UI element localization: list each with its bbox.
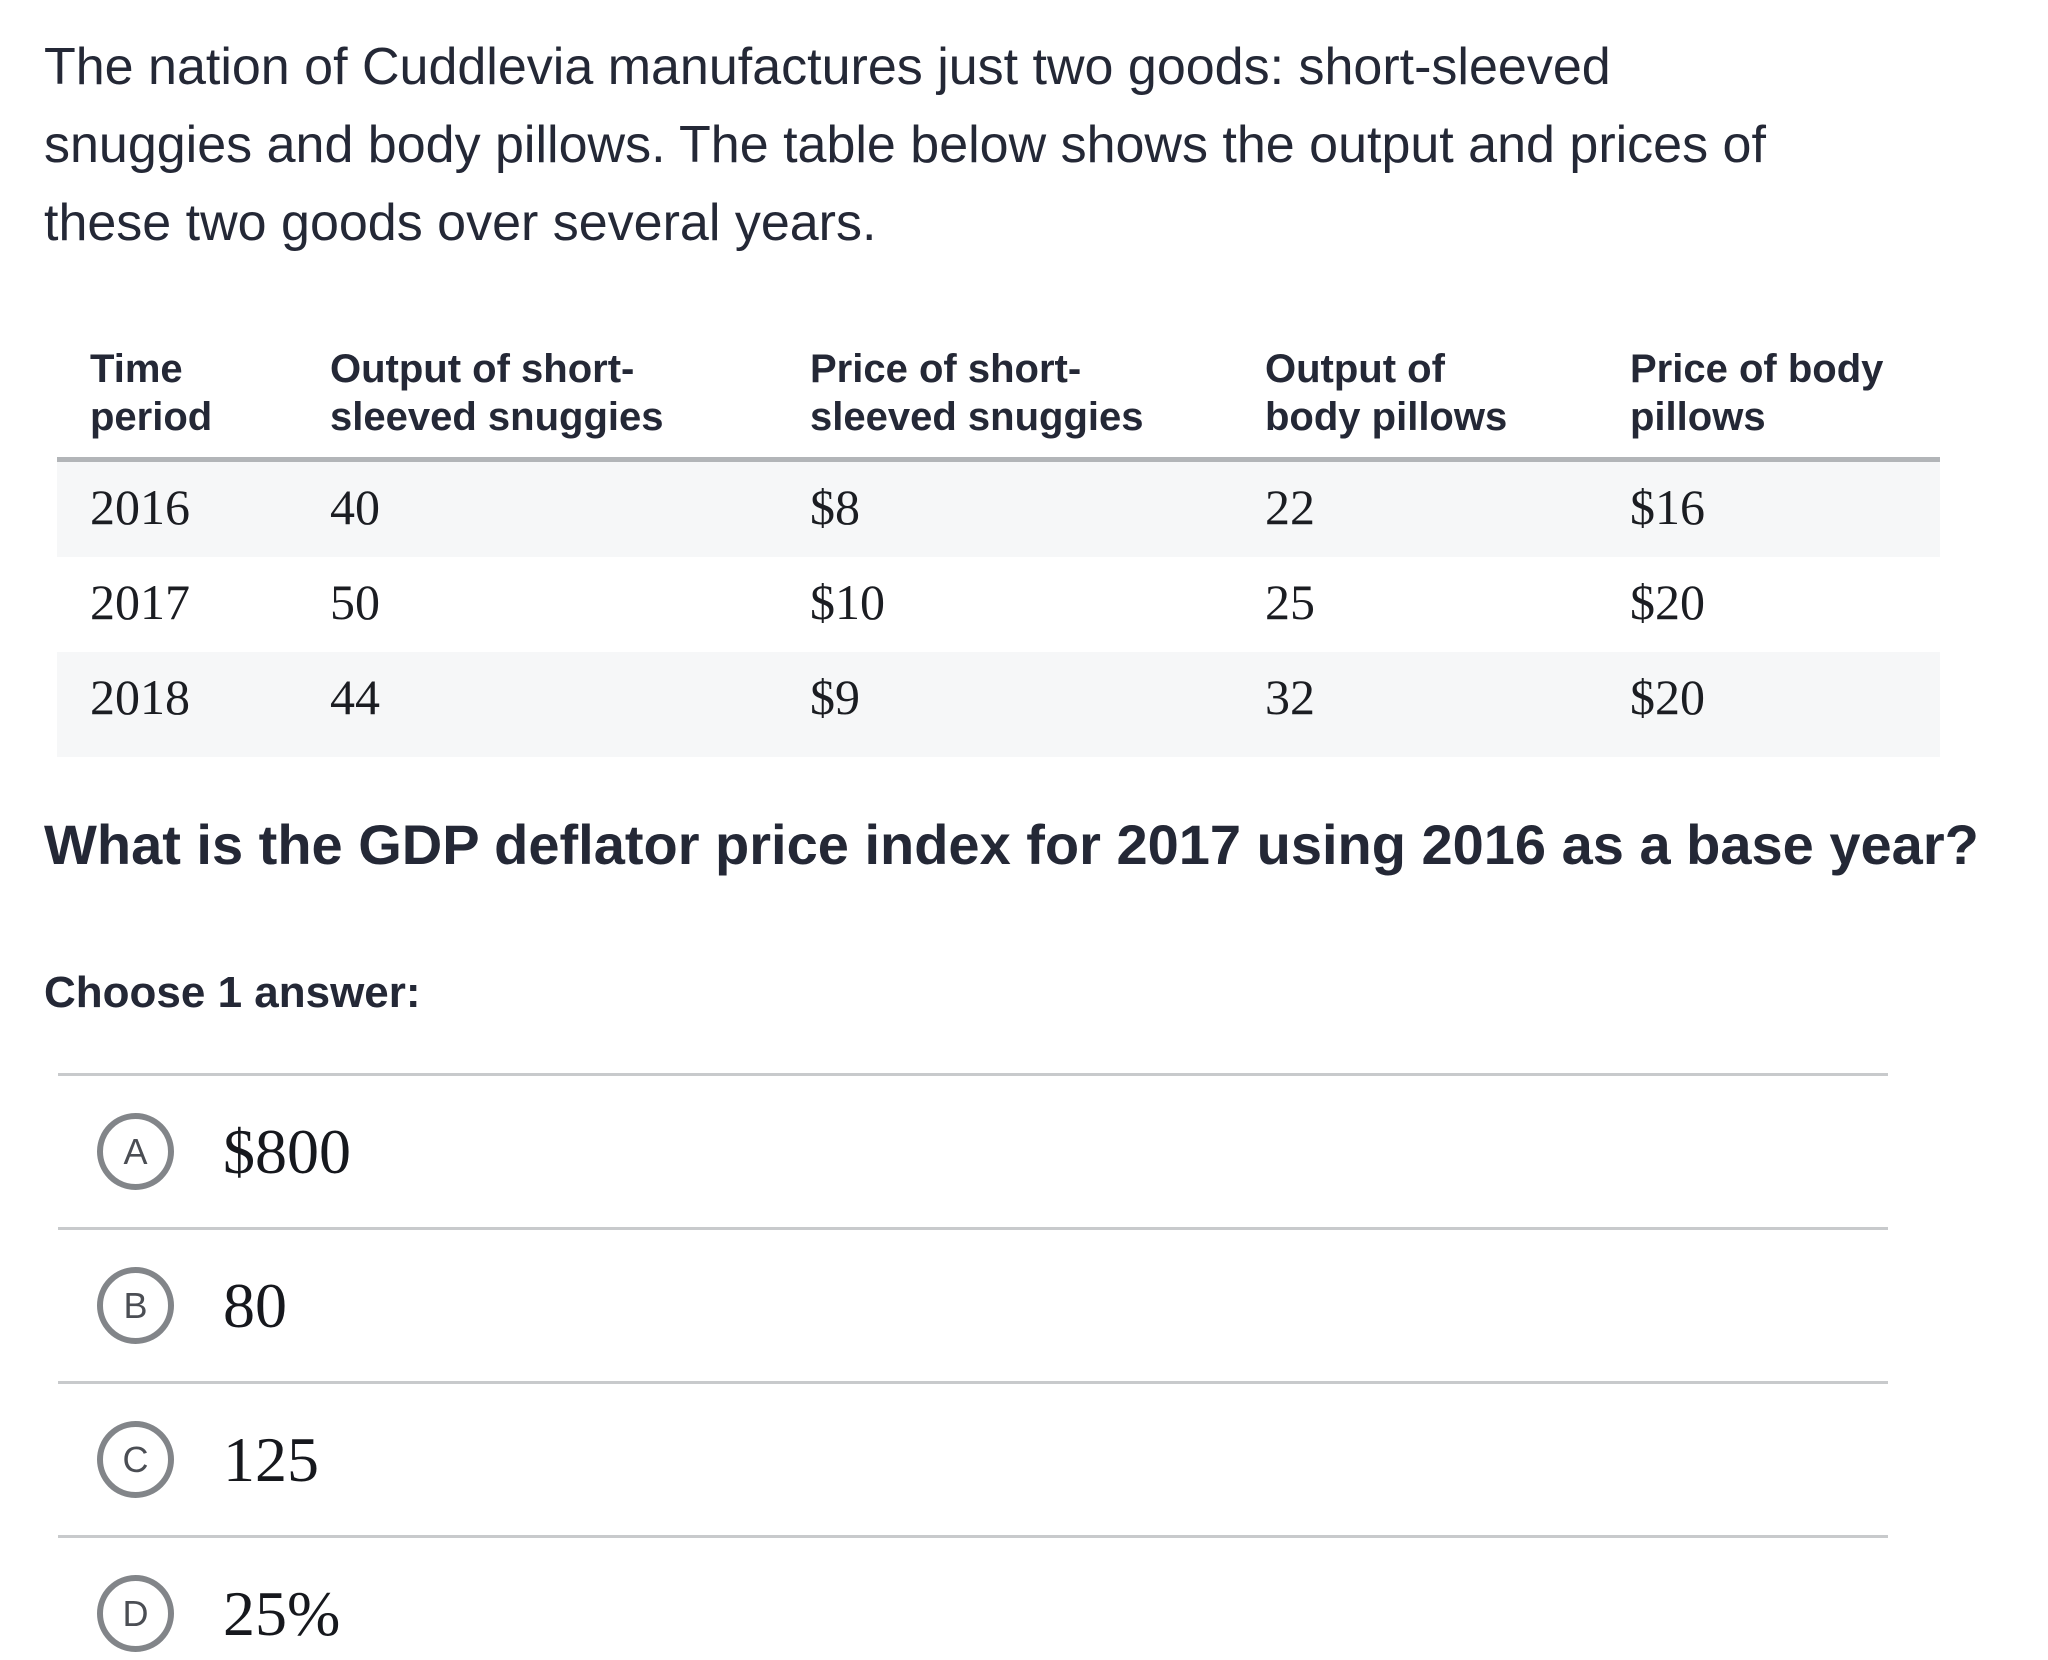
option-letter: D: [122, 1592, 149, 1634]
option-label: 125: [223, 1423, 319, 1495]
question-text: What is the GDP deflator price index for…: [44, 813, 1979, 876]
radio-circle-b[interactable]: B: [97, 1267, 174, 1344]
cell-price-snuggies: $10: [810, 574, 885, 630]
header-line: sleeved snuggies: [330, 395, 664, 439]
header-line: Price of body: [1630, 347, 1884, 391]
radio-circle-c[interactable]: C: [97, 1421, 174, 1498]
header-line: Output of short-: [330, 347, 635, 391]
cell-price-snuggies: $9: [810, 669, 860, 725]
choose-answer-label: Choose 1 answer:: [44, 968, 421, 1017]
header-line: body pillows: [1265, 395, 1508, 439]
header-line: sleeved snuggies: [810, 395, 1144, 439]
cell-price-pillows: $20: [1630, 669, 1705, 725]
cell-price-snuggies: $8: [810, 479, 860, 535]
header-line: period: [90, 395, 213, 439]
option-letter: C: [122, 1438, 149, 1480]
cell-output-pillows: 32: [1265, 669, 1315, 725]
cell-year: 2017: [90, 574, 190, 630]
option-label: 80: [223, 1269, 287, 1341]
answer-options-list: A $800 B 80 C 125 D 25%: [58, 1073, 1888, 1660]
cell-output-snuggies: 44: [330, 669, 380, 725]
radio-circle-d[interactable]: D: [97, 1575, 174, 1652]
option-letter: A: [123, 1130, 148, 1172]
table-row-2017: 2017 50 $10 25 $20: [57, 557, 1940, 652]
col-header-output-snuggies: Output of short- sleeved snuggies: [297, 345, 777, 462]
cell-price-pillows: $20: [1630, 574, 1705, 630]
cell-price-pillows: $16: [1630, 479, 1705, 535]
answer-option-b[interactable]: B 80: [58, 1227, 1888, 1381]
cell-output-pillows: 22: [1265, 479, 1315, 535]
col-header-price-pillows: Price of body pillows: [1597, 345, 1940, 462]
question-intro: The nation of Cuddlevia manufactures jus…: [44, 28, 2004, 262]
option-label: 25%: [223, 1577, 341, 1649]
option-letter: B: [123, 1284, 148, 1326]
header-line: Output of: [1265, 347, 1445, 391]
table-row-2016: 2016 40 $8 22 $16: [57, 459, 1940, 557]
output-price-table: Time period Output of short- sleeved snu…: [57, 345, 1940, 757]
answer-option-d[interactable]: D 25%: [58, 1535, 1888, 1660]
table-row-2018: 2018 44 $9 32 $20: [57, 652, 1940, 757]
intro-line: The nation of Cuddlevia manufactures jus…: [44, 38, 1611, 96]
option-label: $800: [223, 1115, 351, 1187]
intro-line: snuggies and body pillows. The table bel…: [44, 116, 1766, 174]
col-header-output-pillows: Output of body pillows: [1232, 345, 1597, 462]
cell-output-pillows: 25: [1265, 574, 1315, 630]
cell-output-snuggies: 50: [330, 574, 380, 630]
header-line: pillows: [1630, 395, 1766, 439]
header-line: Time: [90, 347, 183, 391]
answer-option-a[interactable]: A $800: [58, 1073, 1888, 1227]
intro-line: these two goods over several years.: [44, 194, 877, 252]
cell-year: 2018: [90, 669, 190, 725]
header-line: Price of short-: [810, 347, 1082, 391]
table-header-row: Time period Output of short- sleeved snu…: [57, 345, 1940, 462]
cell-year: 2016: [90, 479, 190, 535]
answer-option-c[interactable]: C 125: [58, 1381, 1888, 1535]
col-header-price-snuggies: Price of short- sleeved snuggies: [777, 345, 1232, 462]
cell-output-snuggies: 40: [330, 479, 380, 535]
col-header-time-period: Time period: [57, 345, 297, 462]
radio-circle-a[interactable]: A: [97, 1113, 174, 1190]
